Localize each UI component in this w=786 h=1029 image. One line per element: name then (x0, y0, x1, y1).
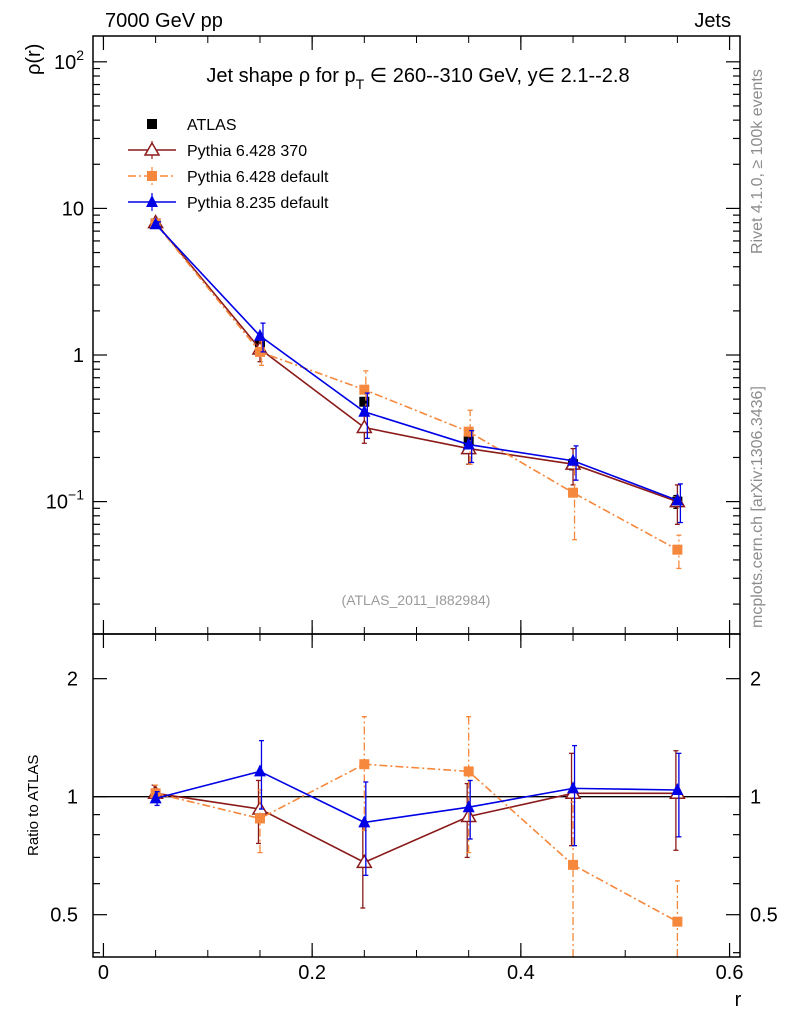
ratio-ytick-label-right: 2 (750, 669, 761, 691)
main-ytick-label: 10−1 (46, 487, 84, 514)
ratio-point (254, 813, 265, 824)
ratio-line-2 (155, 770, 678, 824)
ratio-line-0 (155, 792, 678, 864)
ratio-point (356, 853, 373, 869)
main-point (672, 544, 683, 555)
legend-marker (147, 171, 157, 181)
analysis-watermark: (ATLAS_2011_I882984) (342, 592, 491, 608)
main-ytick-label: 10 (62, 198, 84, 220)
chart-title: Jet shape ρ for pT ∈ 260--310 GeV, y∈ 2.… (206, 65, 629, 92)
main-series-3 (149, 217, 684, 524)
main-point (356, 419, 373, 434)
ratio-line-1 (155, 763, 678, 923)
main-point (463, 426, 474, 437)
ratio-point (253, 764, 266, 777)
x-tick-label: 0.4 (507, 962, 535, 984)
rivet-label: Rivet 4.1.0, ≥ 100k events (749, 69, 766, 254)
x-tick-label: 0.2 (298, 962, 326, 984)
main-point (254, 346, 265, 357)
legend-label: Pythia 6.428 370 (187, 143, 307, 160)
legend-marker (147, 119, 157, 129)
main-point (462, 437, 475, 450)
legend-label: ATLAS (187, 117, 237, 134)
ratio-ytick-label: 0.5 (50, 905, 78, 927)
main-line-1 (154, 222, 678, 503)
main-line-2 (154, 222, 678, 551)
main-ytick-label: 102 (54, 47, 84, 74)
legend-item: Pythia 6.428 370 (128, 141, 307, 160)
x-axis-label: r (735, 989, 742, 1011)
main-series-2 (150, 218, 683, 570)
main-series-1 (147, 214, 686, 525)
legend: ATLAS Pythia 6.428 370 Pythia 6.428 defaul… (128, 117, 329, 212)
main-point (253, 328, 266, 341)
ratio-point (359, 759, 370, 770)
ratio-point (567, 781, 580, 794)
main-point (568, 487, 579, 498)
main-point (359, 384, 370, 395)
legend-item: Pythia 8.235 default (128, 193, 329, 212)
ratio-series-2 (149, 739, 684, 876)
legend-item: ATLAS (147, 117, 237, 134)
ratio-point (568, 859, 579, 870)
ratio-point (671, 783, 684, 796)
main-series-0 (150, 218, 683, 509)
ratio-point (672, 916, 683, 927)
ratio-series-1 (150, 716, 683, 957)
legend-label: Pythia 6.428 default (187, 169, 329, 186)
ratio-point (462, 800, 475, 813)
ratio-ytick-label: 1 (67, 787, 78, 809)
mcplots-label: mcplots.cern.ch [arXiv:1306.3436] (749, 386, 766, 628)
legend-item: Pythia 6.428 default (128, 167, 329, 186)
x-tick-label: 0 (98, 962, 109, 984)
legend-label: Pythia 8.235 default (187, 195, 329, 212)
ratio-ytick-label-right: 1 (750, 787, 761, 809)
legend-marker (143, 141, 161, 156)
ratio-ytick-label-right: 0.5 (750, 905, 778, 927)
main-panel: ρ(r) Jet shape ρ for pT ∈ 260--310 GeV, … (23, 35, 741, 635)
main-point (671, 493, 684, 506)
main-ytick-label: 1 (73, 345, 84, 367)
ratio-point (149, 791, 162, 804)
ratio-ytick-label: 2 (67, 669, 78, 691)
ratio-series-0 (147, 750, 686, 909)
energy-label: 7000 GeV pp (105, 10, 223, 32)
category-label: Jets (694, 10, 731, 32)
ratio-ylabel: Ratio to ATLAS (25, 755, 42, 856)
main-point (567, 453, 580, 466)
ratio-panel: Ratio to ATLAS r 2 2 1 1 0.5 0.5 0 0.2 0.4 0.6 (25, 633, 778, 1011)
ratio-frame (92, 633, 741, 958)
main-point (358, 404, 371, 417)
main-point (359, 396, 370, 407)
ratio-point (358, 815, 371, 828)
x-tick-label: 0.6 (716, 962, 744, 984)
main-line-3 (155, 223, 678, 502)
main-point (149, 217, 162, 230)
main-ylabel: ρ(r) (23, 44, 45, 75)
legend-marker (146, 195, 158, 207)
ratio-point (463, 766, 474, 777)
